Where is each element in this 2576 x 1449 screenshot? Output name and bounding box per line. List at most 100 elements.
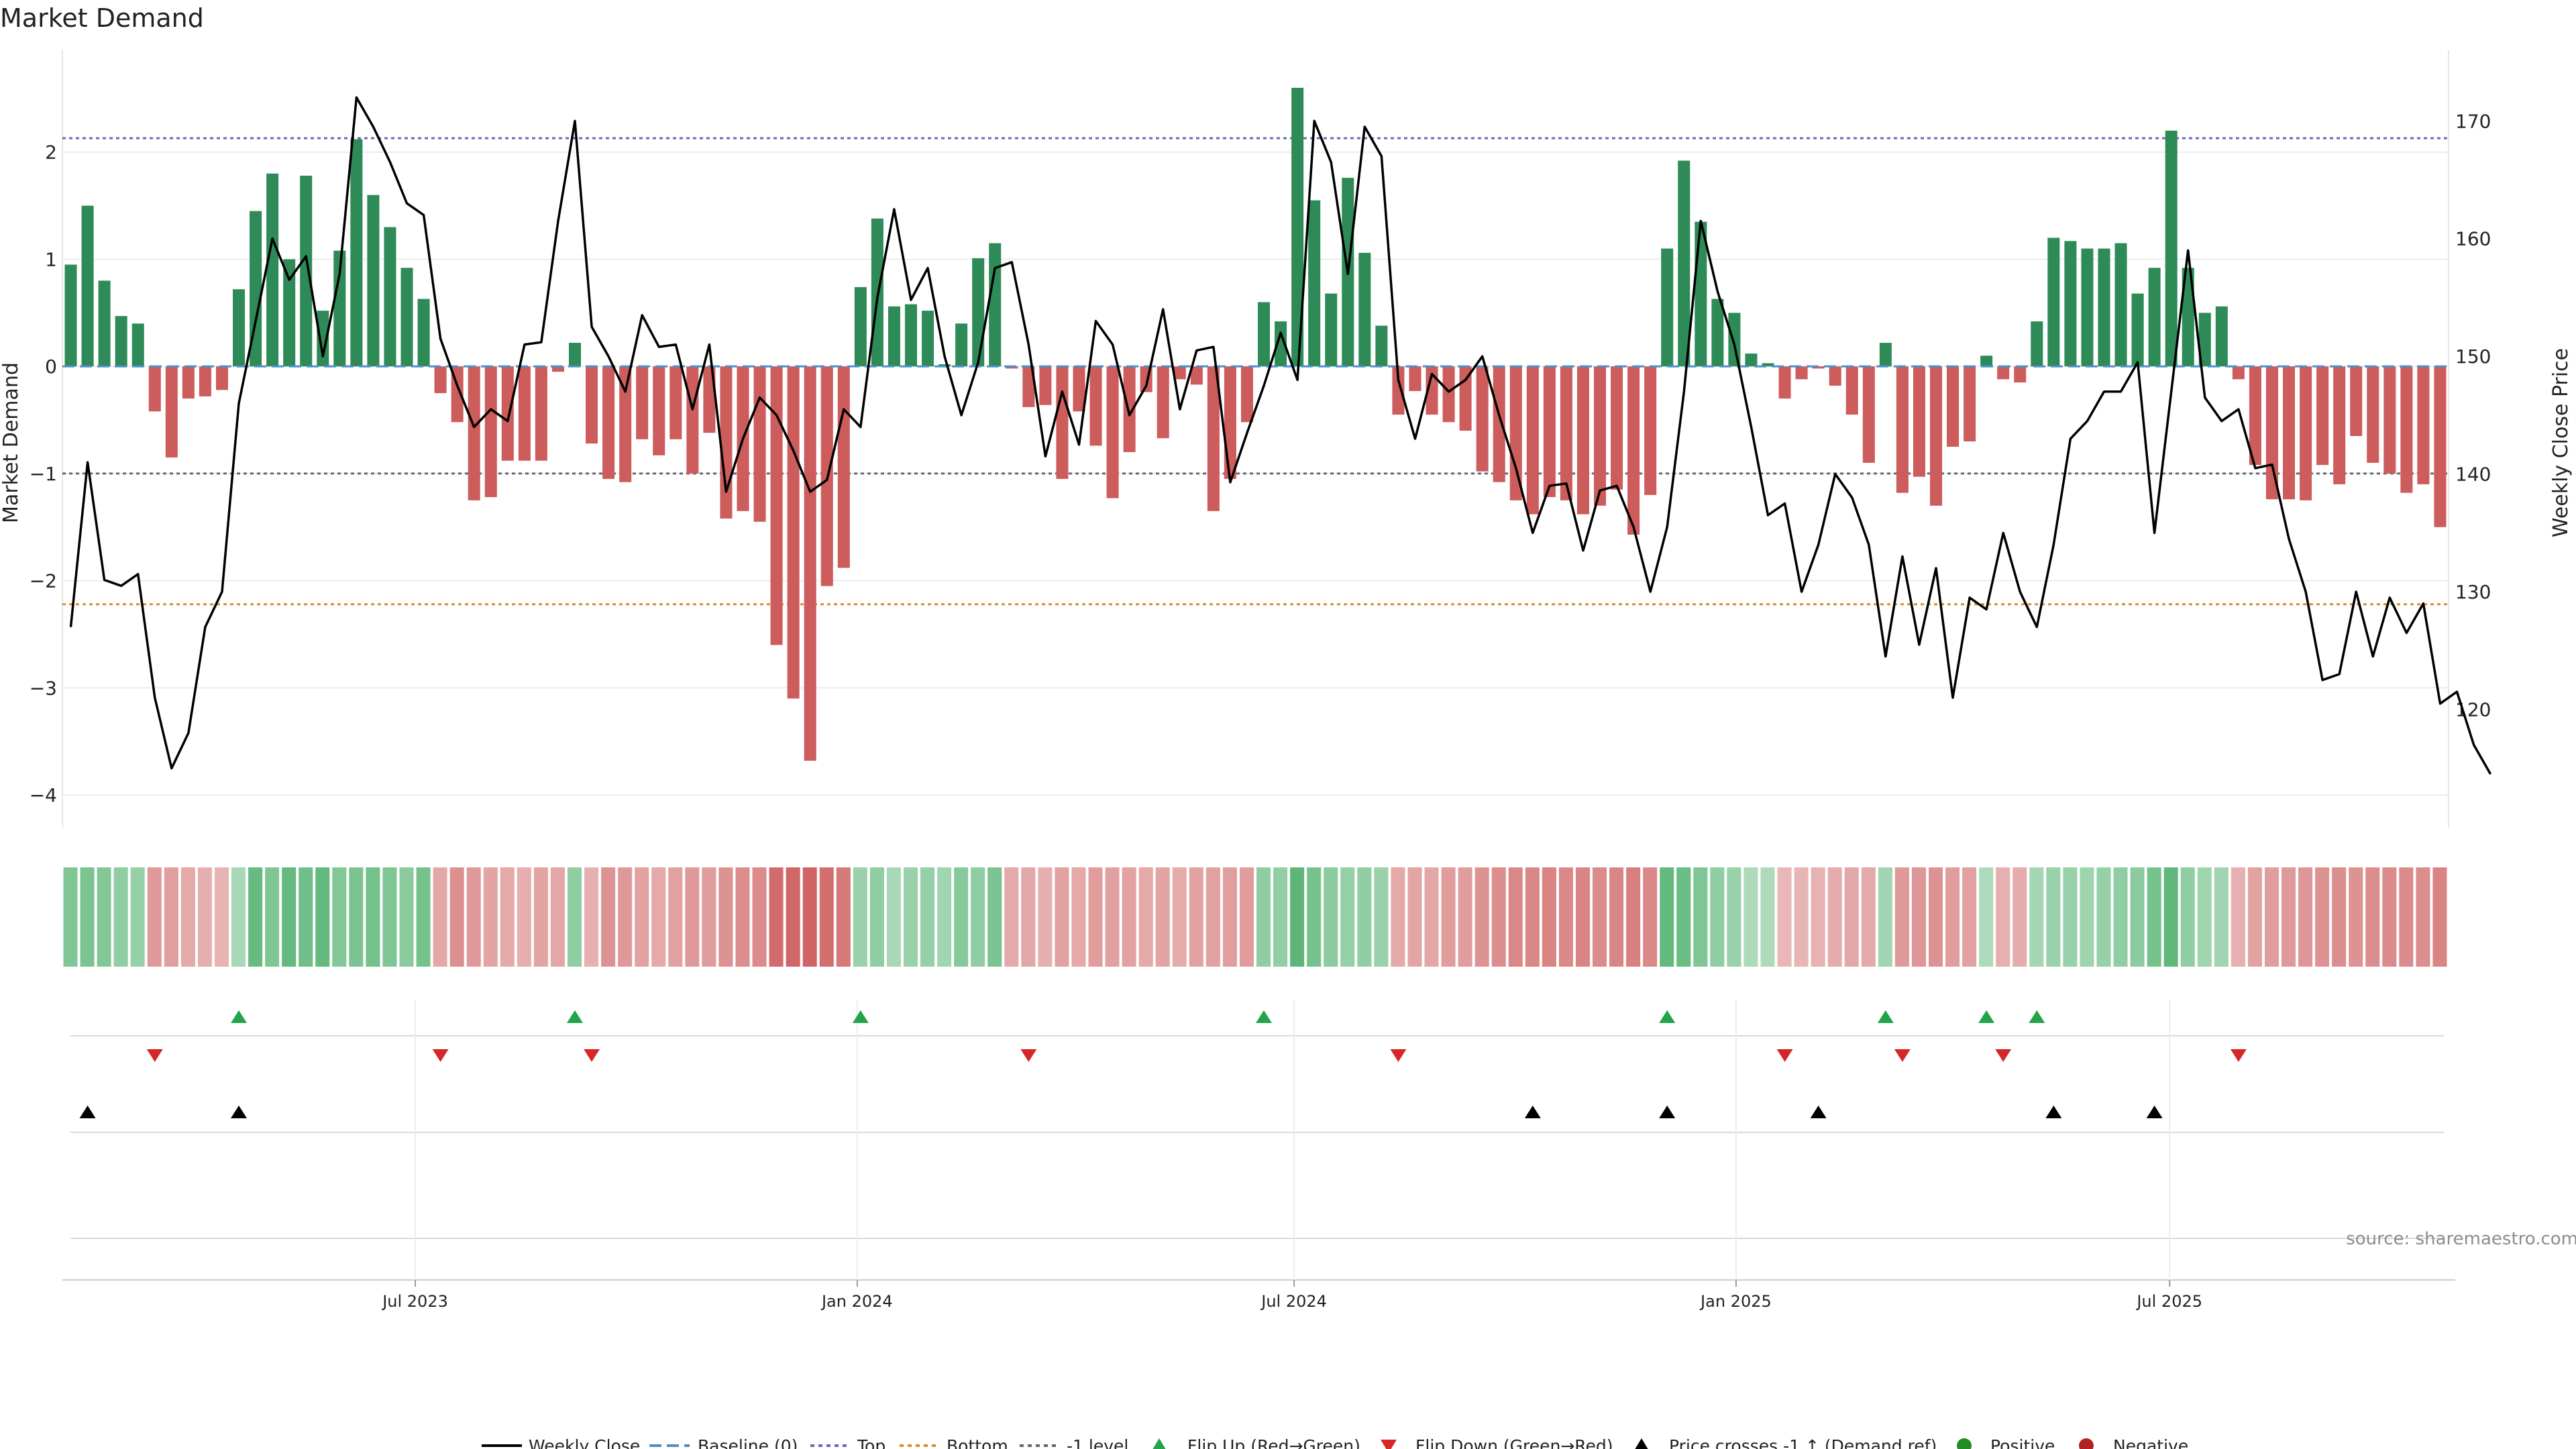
demand-bar [2215, 306, 2228, 367]
demand-bar [1275, 321, 1287, 367]
heat-strip-cell [1155, 867, 1170, 967]
price-cross-markers [79, 1106, 2163, 1118]
y-left-tick-label: 0 [45, 356, 57, 378]
demand-bars [62, 87, 2449, 761]
demand-bar [1593, 366, 1607, 506]
demand-bar [1543, 366, 1556, 498]
demand-bar [1476, 366, 1489, 472]
x-tick-labels: Jul 2023 Jan 2024 Jul 2024 Jan 2025 Jul 2025 [381, 1292, 2202, 1311]
heat-strip-cell [702, 867, 716, 967]
heat-strip-cell [433, 867, 447, 967]
demand-bar [2350, 366, 2363, 437]
demand-bar [1644, 366, 1657, 495]
demand-bar [501, 366, 514, 461]
heat-strip-cell [651, 867, 666, 967]
heat-strip-cell [1525, 867, 1540, 967]
legend-baseline-label: Baseline (0) [698, 1436, 798, 1449]
heat-strip-cell [869, 867, 884, 967]
heat-strip-cell [1071, 867, 1086, 967]
heat-strip-cell [1626, 867, 1641, 967]
y-right-tick-label: 150 [2455, 345, 2491, 368]
demand-bar [250, 211, 262, 367]
demand-bar [904, 304, 918, 367]
demand-bar [1039, 366, 1052, 405]
demand-bar [938, 364, 951, 367]
flip-down-marker [1776, 1049, 1793, 1062]
flip-up-marker [1659, 1010, 1676, 1023]
demand-bar [1560, 366, 1572, 500]
demand-bar [1778, 366, 1791, 399]
demand-bar [1157, 366, 1169, 439]
demand-bar [1325, 293, 1338, 367]
heat-strip-cell [1945, 867, 1960, 967]
demand-heat-strip [63, 867, 2447, 967]
heat-strip-cell [1391, 867, 1405, 967]
demand-bar [753, 366, 766, 522]
demand-bar [1627, 366, 1640, 535]
legend-flip-up-label: Flip Up (Red→Green) [1187, 1436, 1360, 1449]
demand-bar [2400, 366, 2413, 493]
demand-bar [1190, 366, 1203, 385]
heat-strip-cell [1575, 867, 1590, 967]
heat-strip-cell [987, 867, 1002, 967]
heat-strip-cell [2029, 867, 2044, 967]
heat-strip-cell [1491, 867, 1506, 967]
demand-bar [2148, 268, 2161, 367]
demand-bar [1509, 366, 1522, 500]
heat-strip-cell [500, 867, 515, 967]
flip-up-marker [2029, 1010, 2045, 1023]
heat-strip-cell [853, 867, 867, 967]
demand-bar [1022, 366, 1035, 407]
demand-bar [2300, 366, 2312, 500]
price-cross-marker [231, 1106, 248, 1118]
demand-bar [2081, 248, 2094, 367]
heat-strip-cell [1138, 867, 1153, 967]
heat-strip-cell [937, 867, 952, 967]
heat-strip-cell [752, 867, 767, 967]
heat-strip-cell [349, 867, 364, 967]
heat-strip-cell [1205, 867, 1220, 967]
demand-bar [1576, 366, 1589, 515]
demand-bar [703, 366, 716, 433]
demand-bar [1947, 366, 1960, 447]
heat-strip-cell [1307, 867, 1322, 967]
legend-flip-down-swatch [1381, 1440, 1397, 1449]
heat-strip-cell [533, 867, 548, 967]
demand-bar [1678, 160, 1690, 367]
heat-strip-cell [2332, 867, 2347, 967]
demand-bar [1006, 366, 1018, 369]
demand-bar [972, 258, 985, 367]
heat-strip-cell [802, 867, 817, 967]
demand-bar [888, 306, 900, 367]
heat-strip-cell [2282, 867, 2296, 967]
flip-down-marker [2230, 1049, 2247, 1062]
heat-strip-cell [1256, 867, 1271, 967]
flip-up-marker [1877, 1010, 1894, 1023]
x-gridlines [415, 1000, 2171, 1287]
heat-strip-cell [483, 867, 498, 967]
demand-bar [2316, 366, 2329, 466]
flip-up-marker [1978, 1010, 1995, 1023]
demand-bar [266, 173, 279, 367]
demand-bar [2098, 248, 2110, 367]
heat-strip-cell [2214, 867, 2229, 967]
demand-bar [367, 195, 380, 367]
demand-bar [1358, 252, 1371, 367]
heat-strip-cell [1474, 867, 1489, 967]
demand-bar [1711, 299, 1724, 367]
demand-bar [1493, 366, 1505, 482]
demand-bar [1611, 366, 1623, 490]
chart-title: Market Demand [0, 3, 204, 33]
heat-strip-cell [1458, 867, 1472, 967]
heat-strip-cell [299, 867, 313, 967]
heat-strip-cell [920, 867, 935, 967]
heat-strip-cell [1374, 867, 1389, 967]
demand-bar [2434, 366, 2447, 527]
demand-bar [2383, 366, 2396, 474]
heat-strip-cell [2365, 867, 2380, 967]
demand-bar [300, 175, 313, 367]
heat-strip-cell [1105, 867, 1120, 967]
legend-positive-label: Positive [1990, 1436, 2055, 1449]
heat-strip-cell [1962, 867, 1977, 967]
